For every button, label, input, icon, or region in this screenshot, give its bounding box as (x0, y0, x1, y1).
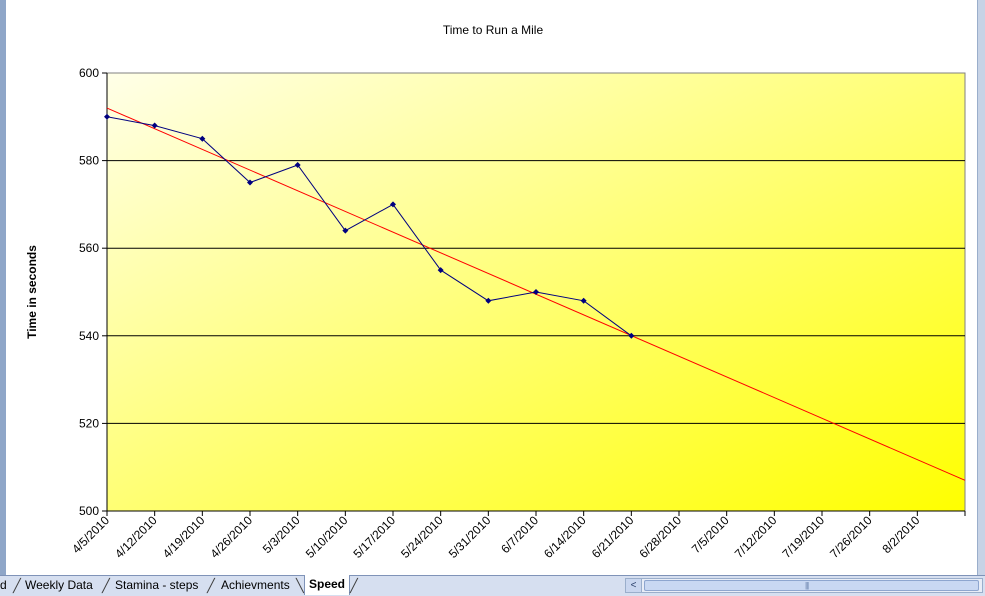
data-point-marker (437, 267, 444, 274)
y-tick-label: 580 (79, 154, 99, 168)
sheet-tab-weekly-data[interactable]: Weekly Data (25, 578, 93, 592)
window-right-edge (977, 0, 985, 575)
sheet-tab-stamina-steps[interactable]: Stamina - steps (115, 578, 199, 592)
sheet-tab-achievments[interactable]: Achievments (221, 578, 290, 592)
y-tick-label: 600 (79, 66, 99, 80)
data-point-marker (247, 179, 253, 186)
data-point-marker (104, 113, 110, 120)
x-tick-label: 5/3/2010 (260, 513, 303, 556)
x-tick-label: 6/21/2010 (589, 513, 637, 561)
axes (102, 72, 966, 516)
y-tick-label: 540 (79, 329, 99, 343)
x-tick-label: 6/7/2010 (498, 513, 541, 556)
x-tick-label: 7/5/2010 (689, 513, 732, 556)
data-point-marker (199, 135, 206, 142)
data-point-marker (628, 332, 635, 339)
sheet-tab-bar: d ╱ Weekly Data ╱ Stamina - steps ╱ Achi… (0, 575, 985, 596)
x-tick-label: 4/5/2010 (69, 513, 112, 556)
scroll-left-arrow-icon[interactable]: < (626, 579, 642, 592)
tab-separator: ╱ (350, 578, 358, 593)
data-point-marker (533, 289, 539, 295)
data-point-marker (294, 161, 301, 168)
y-tick-label: 560 (79, 241, 99, 255)
y-tick-labels: 500 520 540 560 580 600 (79, 66, 99, 518)
tab-separator: ╱ (13, 578, 21, 593)
x-tick-labels: 4/5/2010 4/12/2010 4/19/2010 4/26/2010 5/3/2… (69, 513, 922, 561)
gridlines (107, 160, 965, 424)
data-point-marker (151, 122, 158, 129)
x-tick-label: 8/2/2010 (880, 513, 923, 556)
data-point-marker (485, 297, 492, 304)
y-tick-label: 500 (79, 504, 99, 518)
x-tick-label: 4/26/2010 (207, 513, 255, 561)
tab-separator: ╱ (207, 578, 215, 593)
x-tick-label: 5/17/2010 (350, 513, 398, 561)
y-tick-label: 520 (79, 416, 99, 430)
tab-separator: ╲ (296, 578, 304, 593)
chart-svg: Time to Run a Mile 500 520 540 560 580 600 4/… (25, 23, 966, 561)
x-tick-label: 6/28/2010 (636, 513, 684, 561)
data-point-marker (390, 201, 396, 208)
x-tick-label: 5/31/2010 (446, 513, 494, 561)
x-tick-label: 4/12/2010 (112, 513, 160, 561)
x-tick-label: 7/12/2010 (732, 513, 780, 561)
x-tick-label: 7/19/2010 (779, 513, 827, 561)
x-tick-label: 4/19/2010 (160, 513, 208, 561)
series-layer (104, 113, 635, 339)
chart-title: Time to Run a Mile (443, 23, 544, 37)
data-point-marker (580, 297, 587, 304)
sheet-tab-speed[interactable]: Speed (304, 575, 351, 595)
x-tick-label: 5/10/2010 (303, 513, 351, 561)
y-axis-title: Time in seconds (25, 245, 39, 339)
x-tick-label: 6/14/2010 (541, 513, 589, 561)
horizontal-scrollbar[interactable]: < ||| (625, 578, 983, 593)
data-point-marker (342, 227, 349, 234)
sheet-tab-d[interactable]: d (0, 578, 7, 592)
tab-separator: ╱ (102, 578, 110, 593)
x-tick-label: 5/24/2010 (398, 513, 446, 561)
series-line (106, 116, 632, 337)
scrollbar-grip-icon: ||| (805, 581, 809, 590)
scrollbar-thumb[interactable]: ||| (644, 580, 979, 591)
x-tick-label: 7/26/2010 (827, 513, 875, 561)
